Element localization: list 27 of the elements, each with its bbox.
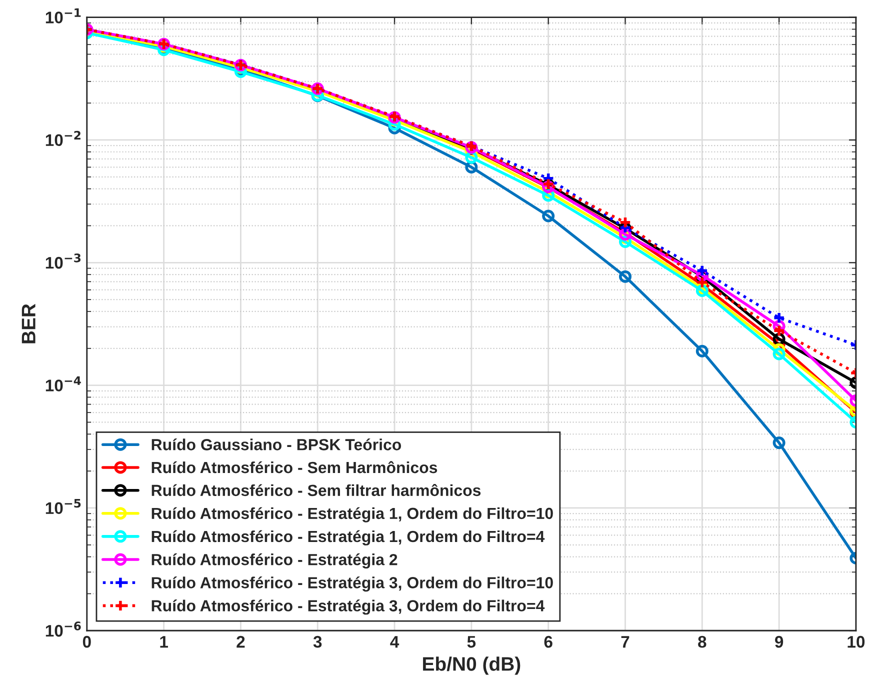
x-tick-label: 6	[544, 636, 552, 648]
legend-label: Ruído Atmosférico - Estratégia 1, Ordem do Filtro=4	[152, 530, 545, 546]
legend-label: Ruído Gaussiano - BPSK Teórico	[152, 438, 402, 450]
x-tick-label: 8	[698, 636, 706, 648]
x-tick-label: 3	[313, 636, 322, 648]
y-tick-label: 10$^{−6}$	[46, 622, 81, 637]
legend-label: Ruído Atmosférico - Sem filtrar harmônicos	[152, 484, 481, 496]
y-tick-label: 10$^{−3}$	[46, 254, 81, 269]
y-tick-label: 10$^{−2}$	[46, 130, 80, 146]
x-tick-label: 4	[390, 636, 400, 648]
legend-label: Ruído Atmosférico - Estratégia 2	[152, 553, 398, 568]
x-tick-label: 0	[82, 636, 91, 648]
y-tick-label: 10$^{−1}$	[46, 8, 81, 24]
y-axis-title: BER	[22, 304, 36, 344]
x-axis-title: Eb/N0 (dB)	[423, 656, 520, 675]
legend-label: Ruído Atmosférico - Estratégia 3, Ordem do Filtro=4	[152, 600, 545, 615]
y-tick-label: 10$^{−4}$	[46, 376, 81, 392]
x-tick-label: 9	[775, 636, 784, 648]
legend-label: Ruído Atmosférico - Sem Harmônicos	[152, 461, 438, 474]
legend-label: Ruído Atmosférico - Estratégia 1, Ordem do Filtro=10	[152, 507, 553, 522]
x-tick-label: 10	[848, 636, 865, 648]
legend-label: Ruído Atmosférico - Estratégia 3, Ordem do Filtro=10	[152, 576, 553, 592]
y-tick-label: 10$^{−5}$	[46, 499, 81, 514]
x-tick-label: 1	[160, 636, 168, 648]
x-tick-label: 5	[467, 636, 476, 648]
x-tick-label: 7	[621, 636, 630, 648]
x-tick-label: 2	[236, 636, 245, 648]
